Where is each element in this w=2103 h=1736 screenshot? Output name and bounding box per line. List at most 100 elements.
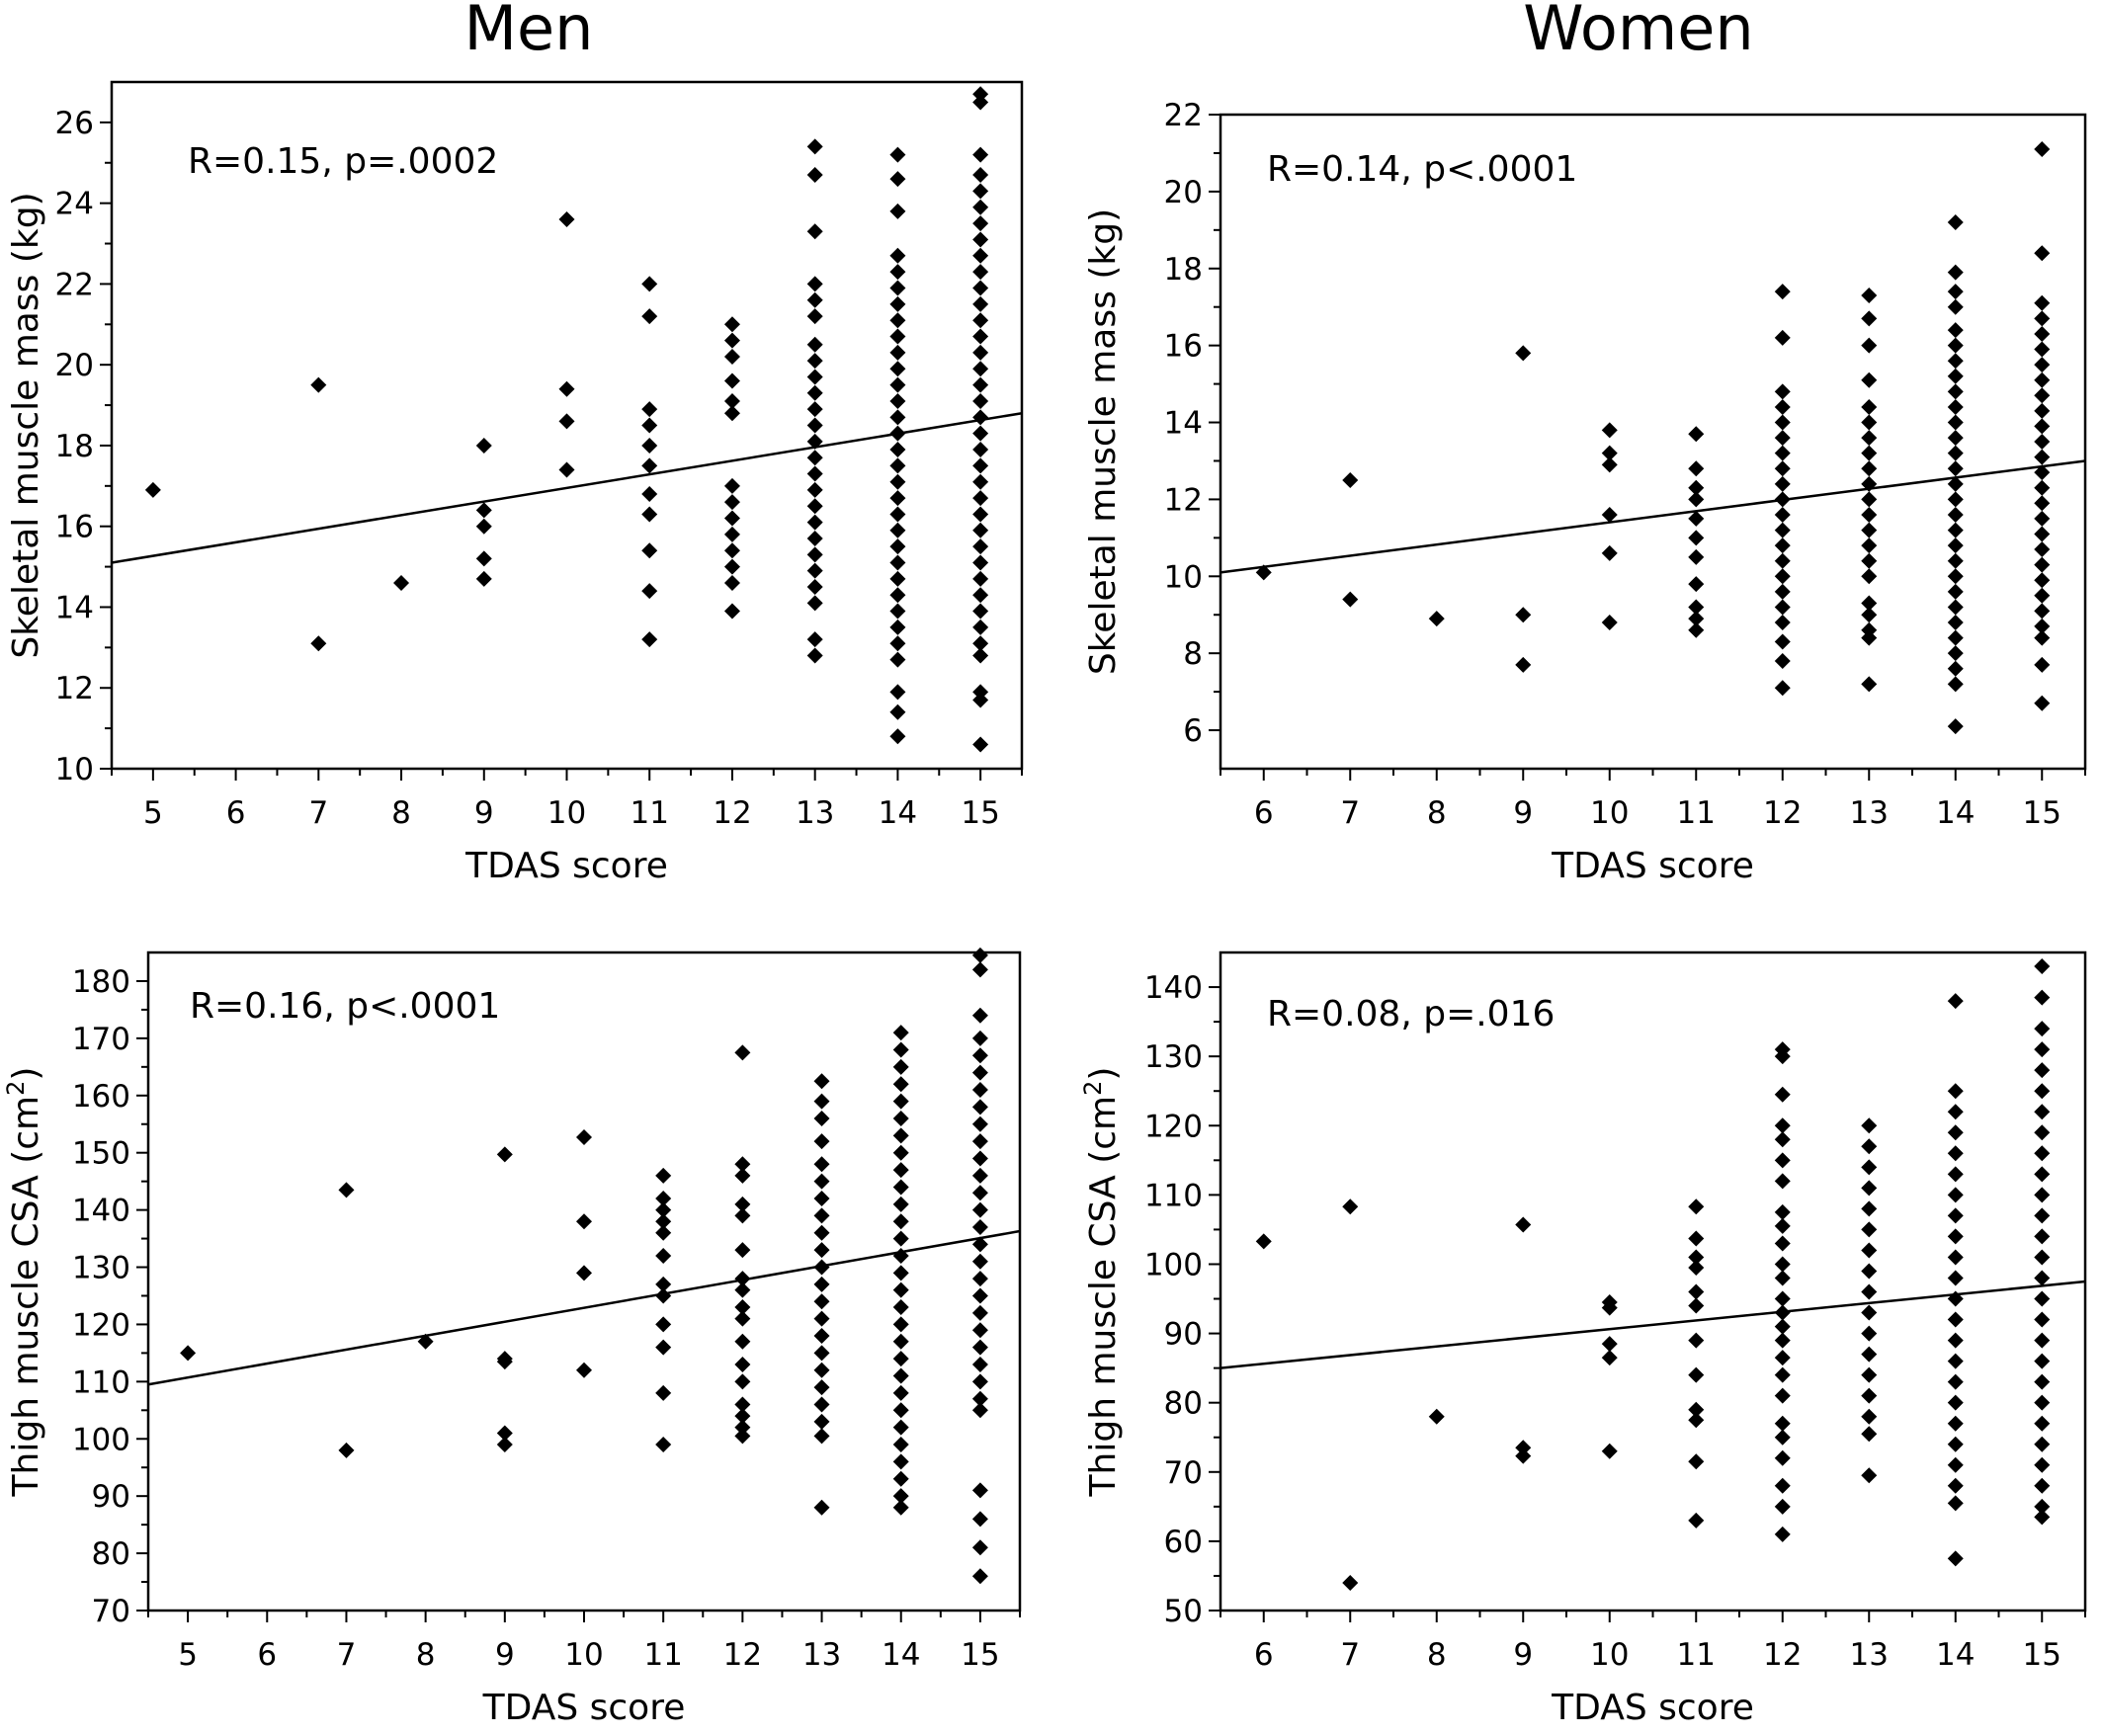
regression-line — [147, 1229, 1021, 1386]
x-axis-label: TDAS score — [1551, 846, 1754, 886]
data-point — [806, 514, 823, 531]
data-point — [813, 1110, 830, 1126]
data-point — [971, 1007, 988, 1024]
data-point — [1688, 1412, 1705, 1429]
data-point — [2034, 572, 2051, 589]
correlation-annotation: R=0.14, p<.0001 — [1267, 149, 1577, 190]
data-point — [1774, 460, 1791, 477]
x-tick-label: 5 — [143, 795, 163, 831]
data-point — [2034, 1166, 2051, 1183]
data-point — [889, 328, 906, 345]
y-axis-label-superscript: 2 — [2, 1081, 30, 1096]
data-point — [1947, 506, 1964, 523]
data-point — [1947, 568, 1964, 585]
data-point — [971, 1133, 988, 1150]
data-point — [723, 372, 740, 389]
x-tick-label: 8 — [1427, 1637, 1447, 1673]
data-point — [892, 1041, 909, 1058]
data-point — [2034, 603, 2051, 620]
data-point — [971, 1356, 988, 1372]
data-point — [1947, 1187, 1964, 1203]
data-point — [1688, 530, 1705, 546]
data-point — [1774, 680, 1791, 697]
data-point — [576, 1213, 592, 1230]
data-point — [1774, 633, 1791, 650]
data-point — [972, 692, 989, 708]
data-point — [972, 392, 989, 409]
data-point — [892, 1247, 909, 1264]
data-point — [971, 947, 988, 963]
data-point — [1515, 1447, 1532, 1464]
data-point — [2034, 1021, 2051, 1037]
data-point — [1515, 1440, 1532, 1456]
data-point — [892, 1110, 909, 1126]
data-point — [971, 1081, 988, 1098]
data-point — [971, 1339, 988, 1356]
data-point — [889, 146, 906, 163]
data-point — [892, 1402, 909, 1419]
y-tick-label: 130 — [1144, 1039, 1203, 1075]
x-tick-label: 14 — [1936, 795, 1975, 831]
data-point — [806, 223, 823, 240]
column-title-women: Women — [1523, 0, 1753, 64]
y-tick-label: 90 — [1164, 1317, 1203, 1353]
chart-men-thigh-muscle-csa: 5 6 7 8 9 10 11 12 13 14 15 70 80 90 100 110 120 130 140 15… — [2, 947, 1022, 1728]
data-point — [892, 1384, 909, 1401]
data-point — [1774, 615, 1791, 631]
data-point — [806, 465, 823, 482]
data-point — [2034, 141, 2051, 158]
data-point — [475, 518, 492, 535]
data-point — [1947, 337, 1964, 354]
data-point — [2034, 1477, 2051, 1494]
data-point — [1861, 1263, 1878, 1280]
data-point — [1774, 445, 1791, 461]
data-point — [806, 481, 823, 498]
y-tick-label: 180 — [72, 964, 130, 1000]
data-point — [734, 1373, 751, 1390]
data-point — [1861, 607, 1878, 623]
data-point — [889, 247, 906, 264]
x-tick-label: 9 — [474, 795, 494, 831]
y-tick-label: 50 — [1164, 1594, 1203, 1629]
data-point — [2034, 1270, 2051, 1286]
data-point — [1774, 568, 1791, 585]
y-tick-label: 10 — [1164, 559, 1203, 595]
data-point — [892, 1316, 909, 1333]
data-point — [1947, 1249, 1964, 1266]
data-point — [806, 595, 823, 612]
data-point — [889, 603, 906, 620]
data-point — [1601, 445, 1618, 461]
data-point — [1947, 368, 1964, 384]
data-point — [655, 1287, 672, 1304]
x-tick-label: 15 — [2023, 795, 2061, 831]
data-point — [1774, 430, 1791, 447]
data-point — [1255, 564, 1272, 581]
data-point — [889, 312, 906, 329]
data-point — [393, 574, 410, 591]
data-point — [641, 506, 658, 523]
data-point — [655, 1339, 672, 1356]
x-tick-label: 6 — [257, 1637, 277, 1673]
data-point — [1947, 398, 1964, 415]
data-point — [734, 1419, 751, 1436]
y-tick-label: 100 — [1144, 1247, 1203, 1282]
data-point — [723, 316, 740, 333]
data-point — [889, 376, 906, 393]
data-point — [813, 1073, 830, 1090]
data-point — [889, 703, 906, 720]
regression-line — [1220, 459, 2086, 574]
data-point — [1774, 1117, 1791, 1134]
data-point — [806, 450, 823, 466]
data-point — [971, 1099, 988, 1116]
data-point — [558, 461, 575, 478]
data-point — [1947, 1207, 1964, 1224]
data-point — [1947, 1436, 1964, 1452]
x-tick-label: 7 — [1340, 795, 1360, 831]
data-point — [806, 353, 823, 370]
data-point — [1947, 1145, 1964, 1162]
data-point — [971, 1511, 988, 1528]
data-point — [972, 635, 989, 652]
data-point — [723, 477, 740, 494]
data-point — [1861, 1180, 1878, 1197]
data-point — [1861, 1387, 1878, 1404]
